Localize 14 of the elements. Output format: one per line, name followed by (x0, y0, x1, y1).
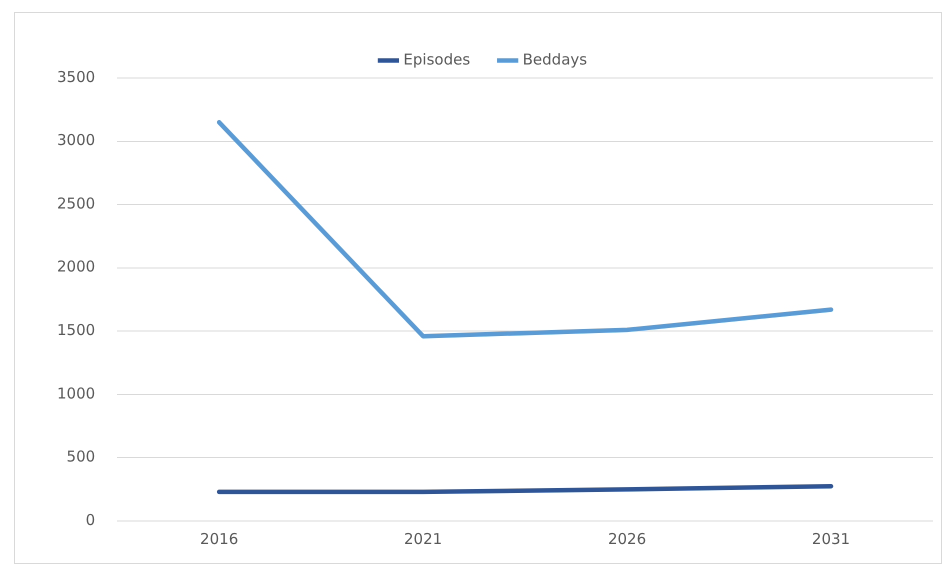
x-tick-label: 2026 (608, 530, 646, 548)
legend-label: Beddays (522, 50, 588, 68)
y-tick-label: 3000 (56, 131, 96, 150)
y-tick-label: 2500 (56, 194, 96, 212)
x-tick-label: 2016 (200, 530, 238, 548)
x-tick-label: 2031 (812, 530, 850, 548)
y-tick-label: 500 (66, 448, 96, 466)
legend-label: Episodes (403, 50, 470, 68)
y-tick-label: 1000 (56, 384, 96, 402)
y-tick-label: 1500 (56, 321, 96, 340)
y-tick-label: 0 (86, 510, 96, 529)
y-tick-label: 2000 (56, 258, 96, 276)
y-tick-label: 3500 (56, 68, 96, 86)
x-tick-label: 2021 (404, 530, 442, 548)
